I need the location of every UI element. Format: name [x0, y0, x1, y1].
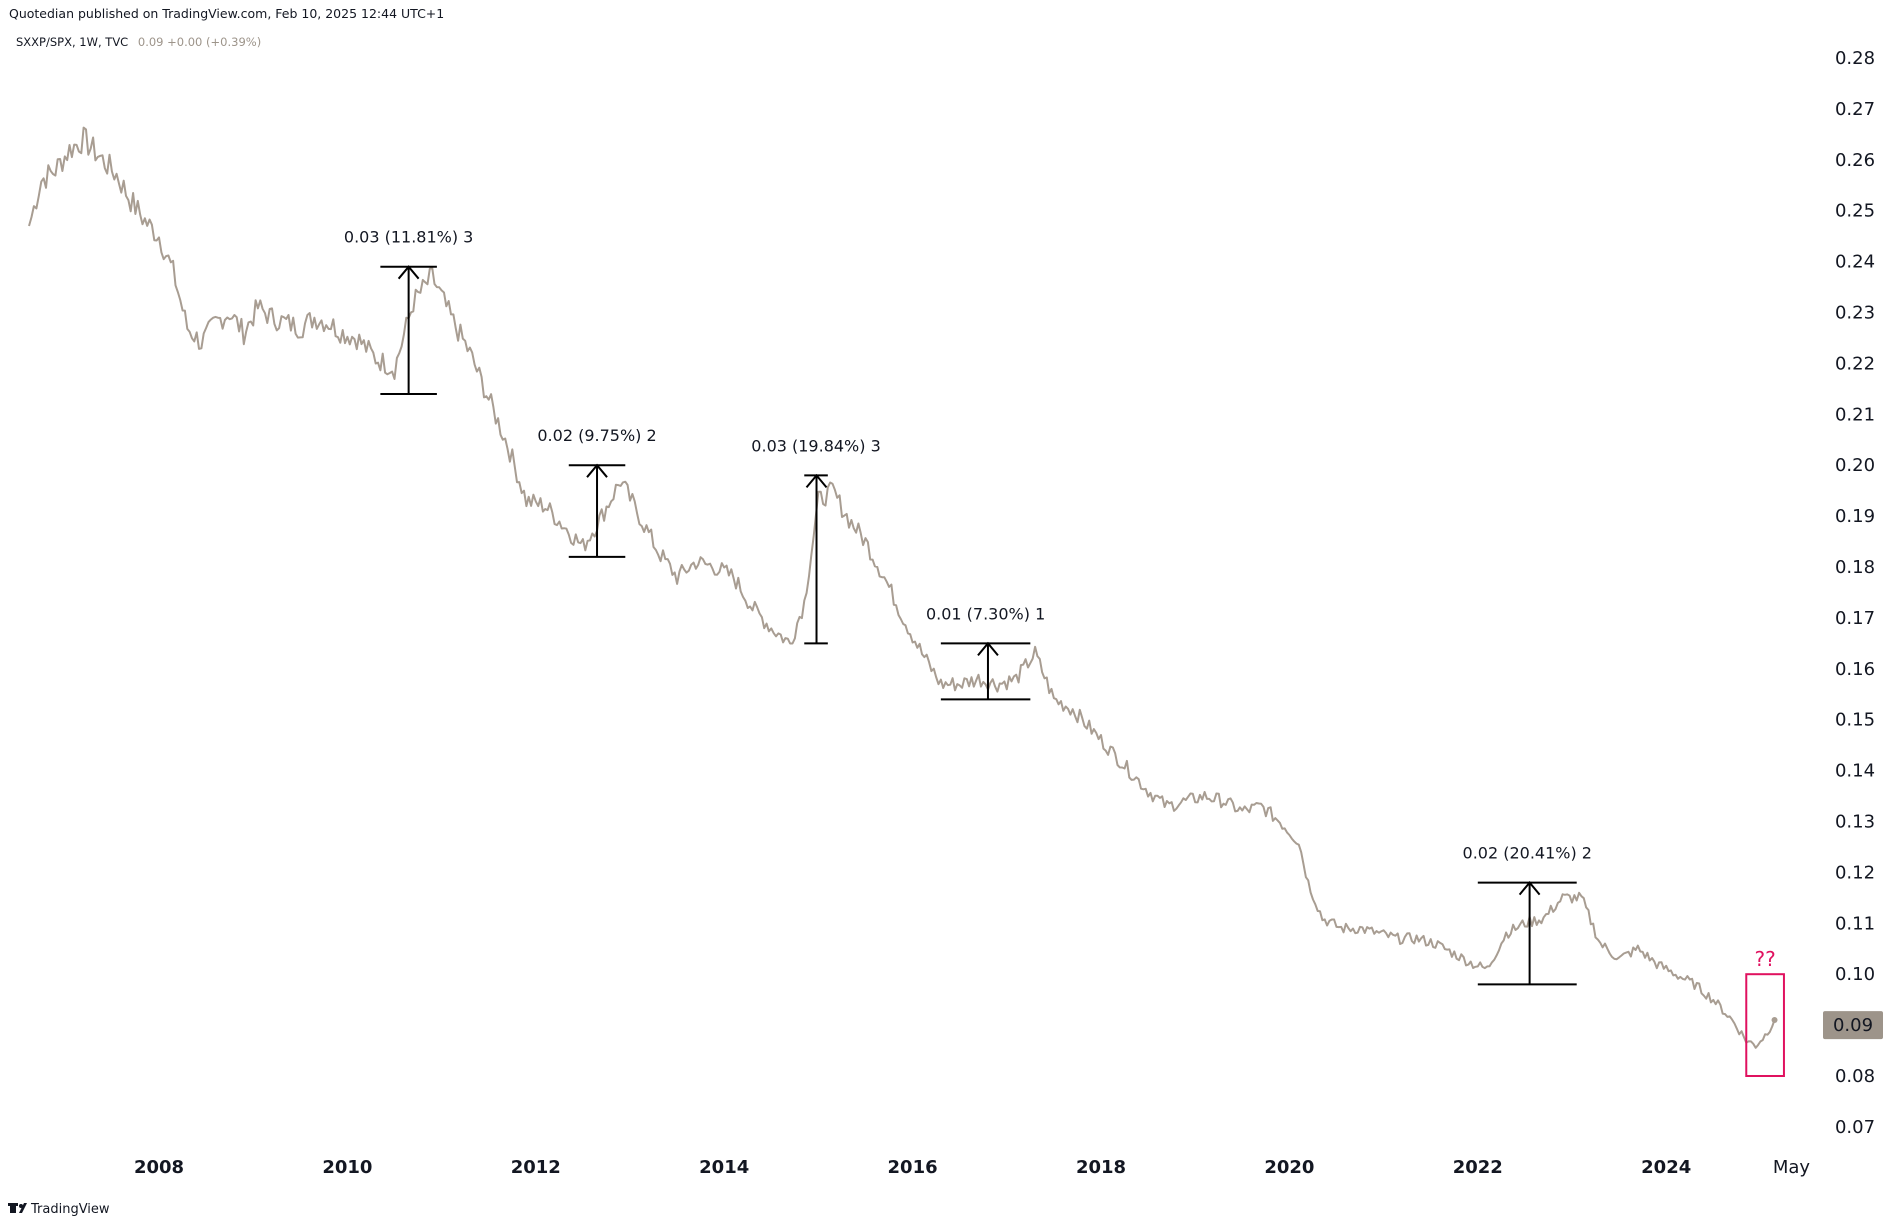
series-line — [28, 126, 1776, 1049]
x-tick-label: 2022 — [1453, 1157, 1503, 1178]
x-tick-label: 2008 — [134, 1157, 184, 1178]
y-tick-label: 0.24 — [1835, 252, 1875, 273]
price-tag-bg — [1823, 1011, 1883, 1040]
publisher-line: Quotedian published on TradingView.com, … — [9, 6, 444, 21]
symbol-values: 0.09 +0.00 (+0.39%) — [138, 35, 261, 49]
y-tick-label: 0.14 — [1835, 761, 1875, 782]
highlight-box[interactable]: ?? — [1745, 947, 1785, 1078]
price-range-annotation[interactable]: 0.03 (19.84%) 3 — [751, 436, 881, 645]
y-tick-label: 0.21 — [1835, 404, 1875, 425]
x-tick-label: 2020 — [1264, 1157, 1314, 1178]
up-arrow-icon — [586, 463, 608, 478]
y-tick-label: 0.15 — [1835, 710, 1875, 731]
annotation-layer: 0.03 (11.81%) 3 0.02 (9.75%) 2 0.03 (19.84… — [344, 228, 1592, 986]
x-tick-label: May — [1773, 1157, 1811, 1178]
x-tick-label: 2010 — [322, 1157, 372, 1178]
range-label: 0.02 (20.41%) 2 — [1463, 844, 1592, 863]
y-tick-label: 0.10 — [1835, 964, 1875, 985]
y-tick-label: 0.17 — [1835, 608, 1875, 629]
x-tick-label: 2018 — [1076, 1157, 1126, 1178]
price-range-annotation[interactable]: 0.03 (11.81%) 3 — [344, 228, 473, 395]
series-layer — [28, 126, 1778, 1049]
x-tick-label: 2024 — [1641, 1157, 1691, 1178]
y-tick-label: 0.13 — [1835, 812, 1875, 833]
y-tick-label: 0.07 — [1835, 1117, 1875, 1138]
x-tick-label: 2016 — [888, 1157, 938, 1178]
highlight-layer: ?? — [1745, 947, 1785, 1078]
last-price-tag: 0.09 — [1823, 1011, 1883, 1040]
y-tick-label: 0.26 — [1835, 150, 1875, 171]
range-label: 0.03 (19.84%) 3 — [751, 436, 880, 455]
y-tick-label: 0.18 — [1835, 557, 1875, 578]
y-tick-label: 0.22 — [1835, 353, 1875, 374]
y-tick-label: 0.27 — [1835, 99, 1875, 120]
y-tick-label: 0.12 — [1835, 862, 1875, 883]
y-tick-label: 0.08 — [1835, 1066, 1875, 1087]
range-label: 0.03 (11.81%) 3 — [344, 228, 473, 247]
symbol-line: SXXP/SPX, 1W, TVC 0.09 +0.00 (+0.39%) — [16, 35, 261, 49]
x-tick-label: 2014 — [699, 1157, 749, 1178]
price-tag-label: 0.09 — [1833, 1015, 1873, 1036]
range-label: 0.02 (9.75%) 2 — [537, 426, 656, 445]
symbol-name: SXXP/SPX, 1W, TVC — [16, 35, 128, 49]
highlight-rect — [1745, 973, 1785, 1078]
price-range-annotation[interactable]: 0.01 (7.30%) 1 — [926, 604, 1045, 701]
y-tick-label: 0.11 — [1835, 913, 1875, 934]
last-point — [1771, 1017, 1778, 1024]
up-arrow-icon — [1518, 881, 1541, 896]
range-label: 0.01 (7.30%) 1 — [926, 604, 1045, 623]
up-arrow-icon — [397, 265, 420, 280]
tradingview-footer[interactable]: TradingView — [8, 1202, 110, 1217]
y-tick-label: 0.28 — [1835, 48, 1875, 69]
question-marks: ?? — [1754, 947, 1775, 971]
y-tick-label: 0.20 — [1835, 455, 1875, 476]
x-tick-label: 2012 — [511, 1157, 561, 1178]
up-arrow-icon — [977, 641, 999, 656]
y-axis: 0.28 0.27 0.26 0.25 0.24 0.23 0.22 0.21 0.20 0.19… — [1835, 48, 1875, 1138]
tradingview-logo-icon — [8, 1203, 27, 1213]
price-range-annotation[interactable]: 0.02 (9.75%) 2 — [537, 426, 657, 558]
y-tick-label: 0.25 — [1835, 201, 1875, 222]
y-tick-label: 0.19 — [1835, 506, 1875, 527]
x-axis: 2008 2010 2012 2014 2016 2018 2020 2022 2024 May — [134, 1157, 1810, 1178]
price-range-annotation[interactable]: 0.02 (20.41%) 2 — [1463, 844, 1592, 986]
y-tick-label: 0.23 — [1835, 303, 1875, 324]
y-tick-label: 0.16 — [1835, 659, 1875, 680]
up-arrow-icon — [805, 473, 828, 489]
footer-brand: TradingView — [30, 1202, 110, 1217]
